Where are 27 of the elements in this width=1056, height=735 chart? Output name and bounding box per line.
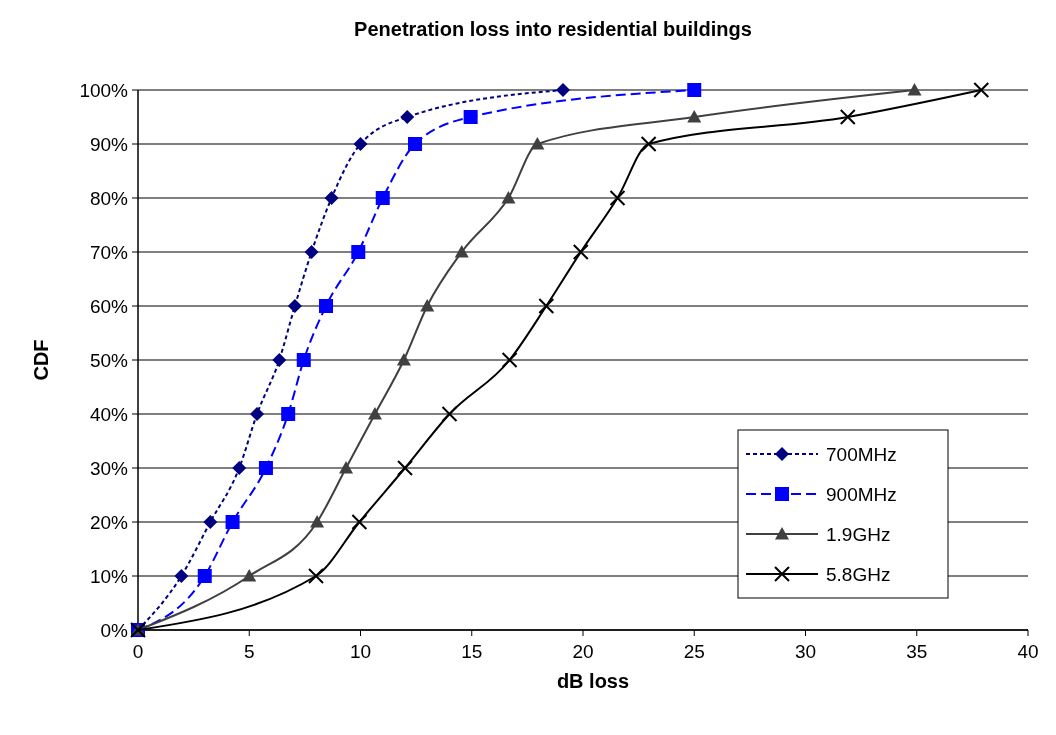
y-tick-label: 60%	[89, 296, 129, 317]
x-tick-label: 10	[349, 641, 372, 662]
x-tick-label: 5	[243, 641, 255, 662]
x-axis-title: dB loss	[556, 670, 630, 692]
x-tick-label: 0	[132, 641, 144, 662]
y-tick-label: 20%	[89, 512, 129, 533]
y-tick-label: 30%	[89, 458, 129, 479]
x-tick-label: 35	[906, 641, 928, 662]
x-tick-label: 40	[1017, 641, 1039, 662]
legend-label: 1.9GHz	[826, 524, 891, 545]
x-tick-label: 15	[461, 641, 483, 662]
y-axis-title: CDF	[30, 339, 52, 381]
y-tick-label: 10%	[89, 566, 129, 587]
legend-label: 5.8GHz	[826, 564, 891, 585]
chart-title: Penetration loss into residential buildings	[354, 18, 752, 40]
y-tick-label: 0%	[100, 620, 129, 641]
y-tick-label: 80%	[89, 188, 129, 209]
x-tick-label: 20	[572, 641, 594, 662]
x-tick-label: 30	[794, 641, 817, 662]
y-tick-label: 50%	[89, 350, 129, 371]
y-tick-label: 40%	[89, 404, 129, 425]
x-tick-label: 25	[683, 641, 705, 662]
legend-label: 700MHz	[826, 444, 897, 465]
y-tick-label: 100%	[79, 80, 129, 101]
y-tick-label: 90%	[89, 134, 129, 155]
y-tick-label: 70%	[89, 242, 129, 263]
legend-label: 900MHz	[826, 484, 897, 505]
